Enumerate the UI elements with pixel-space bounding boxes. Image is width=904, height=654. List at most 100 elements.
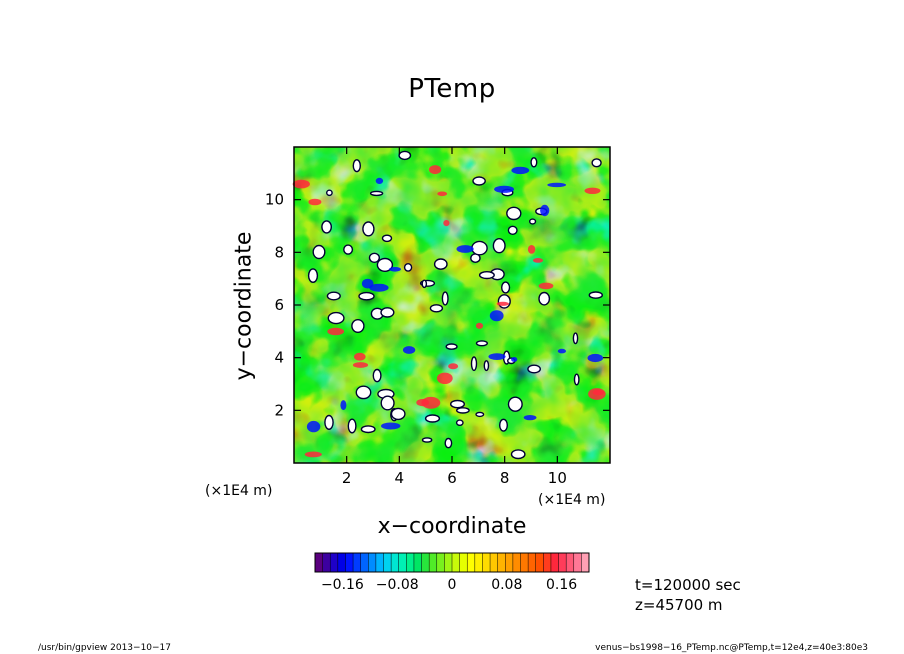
- contour-island: [441, 291, 449, 306]
- contour-island: [376, 257, 394, 273]
- field-blob: [443, 220, 450, 227]
- contour-island: [326, 291, 341, 301]
- contour-island: [321, 220, 332, 234]
- y-tick-label: 6: [274, 296, 284, 314]
- field-blob: [402, 346, 416, 354]
- x-tick-label: 2: [342, 469, 352, 487]
- contour-island: [472, 176, 486, 186]
- field-blob: [429, 165, 442, 175]
- contour-island: [433, 258, 448, 270]
- field-blob: [421, 396, 441, 409]
- contour-island: [506, 206, 522, 221]
- contour-island: [591, 158, 602, 168]
- contour-island: [360, 425, 376, 434]
- contour-island: [358, 291, 375, 301]
- contour-island: [368, 252, 381, 263]
- field-blob: [511, 166, 530, 175]
- contour-island: [455, 419, 464, 427]
- contour-island: [492, 237, 506, 254]
- contour-island: [470, 356, 478, 372]
- footer-left: /usr/bin/gpview 2013−10−17: [38, 643, 172, 653]
- contour-island: [352, 159, 361, 173]
- field-texture: [294, 147, 610, 463]
- y-axis-label: y−coordinate: [231, 231, 257, 381]
- contour-island: [450, 399, 466, 409]
- contour-island: [372, 368, 382, 383]
- x-tick-label: 6: [447, 469, 457, 487]
- field-blob: [306, 420, 321, 433]
- field-blob: [375, 177, 384, 184]
- contour-island: [497, 294, 511, 309]
- x-axis-label: x−coordinate: [377, 514, 527, 539]
- field-blob: [488, 353, 506, 360]
- contour-island: [588, 291, 603, 299]
- field-blob: [496, 301, 509, 306]
- y-tick-label: 8: [274, 243, 284, 261]
- contour-island: [538, 291, 551, 306]
- contour-island: [362, 221, 375, 237]
- contour-island: [369, 190, 384, 197]
- field-blob: [304, 451, 322, 458]
- contour-island: [507, 225, 518, 236]
- field-blob: [381, 422, 401, 430]
- contour-island: [403, 262, 413, 272]
- x-tick-label: 8: [500, 469, 510, 487]
- contour-island: [347, 418, 357, 434]
- x-tick-label: 4: [395, 469, 405, 487]
- contour-island: [327, 311, 345, 325]
- field-blob: [587, 353, 604, 363]
- y-tick-label: 2: [274, 401, 284, 419]
- field-blob: [456, 245, 474, 253]
- field-blob: [494, 185, 515, 193]
- field-blob: [557, 348, 567, 354]
- contour-island: [380, 307, 395, 318]
- field-blob: [292, 179, 310, 189]
- contour-island: [530, 157, 538, 168]
- contour-island: [483, 360, 490, 372]
- field-blob: [448, 363, 459, 370]
- field-blob: [511, 357, 518, 362]
- contour-island: [343, 244, 354, 255]
- field-blob: [352, 362, 369, 368]
- contour-island: [421, 437, 433, 443]
- field-blob: [327, 327, 345, 336]
- contour-island: [307, 268, 319, 283]
- contour-island: [312, 244, 326, 260]
- contour-island: [572, 332, 579, 345]
- field-blob: [547, 182, 567, 188]
- x-tick-label: 10: [548, 469, 567, 487]
- field-blob: [489, 310, 504, 322]
- height-info: z=45700 m: [635, 596, 723, 614]
- field-blob: [354, 352, 366, 361]
- contour-island: [390, 407, 406, 421]
- field-blob: [308, 198, 322, 206]
- field-blob: [527, 245, 536, 254]
- contour-island: [478, 271, 495, 280]
- x-axis-unit: (×1E4 m): [538, 492, 606, 508]
- contour-island: [507, 396, 523, 412]
- contour-island: [510, 449, 526, 460]
- contour-island: [424, 414, 441, 423]
- contour-island: [475, 340, 489, 347]
- contour-island: [421, 279, 428, 289]
- contour-island: [355, 385, 372, 400]
- contour-island: [475, 411, 485, 418]
- time-info: t=120000 sec: [635, 576, 741, 594]
- field-blob: [523, 415, 537, 421]
- field-blob: [475, 322, 484, 329]
- contour-island: [398, 150, 412, 161]
- contour-island: [429, 304, 444, 313]
- contour-island: [501, 281, 511, 294]
- contour-island: [573, 373, 580, 386]
- contour-island: [444, 437, 453, 449]
- contour-island: [325, 189, 333, 197]
- field-blob: [540, 204, 550, 217]
- contour-island: [351, 319, 365, 334]
- contour-island: [324, 414, 334, 431]
- field-blob: [538, 282, 554, 290]
- field-blob: [592, 389, 605, 396]
- contour-island: [381, 234, 393, 243]
- field-blob: [436, 372, 453, 384]
- y-tick-label: 4: [274, 349, 284, 367]
